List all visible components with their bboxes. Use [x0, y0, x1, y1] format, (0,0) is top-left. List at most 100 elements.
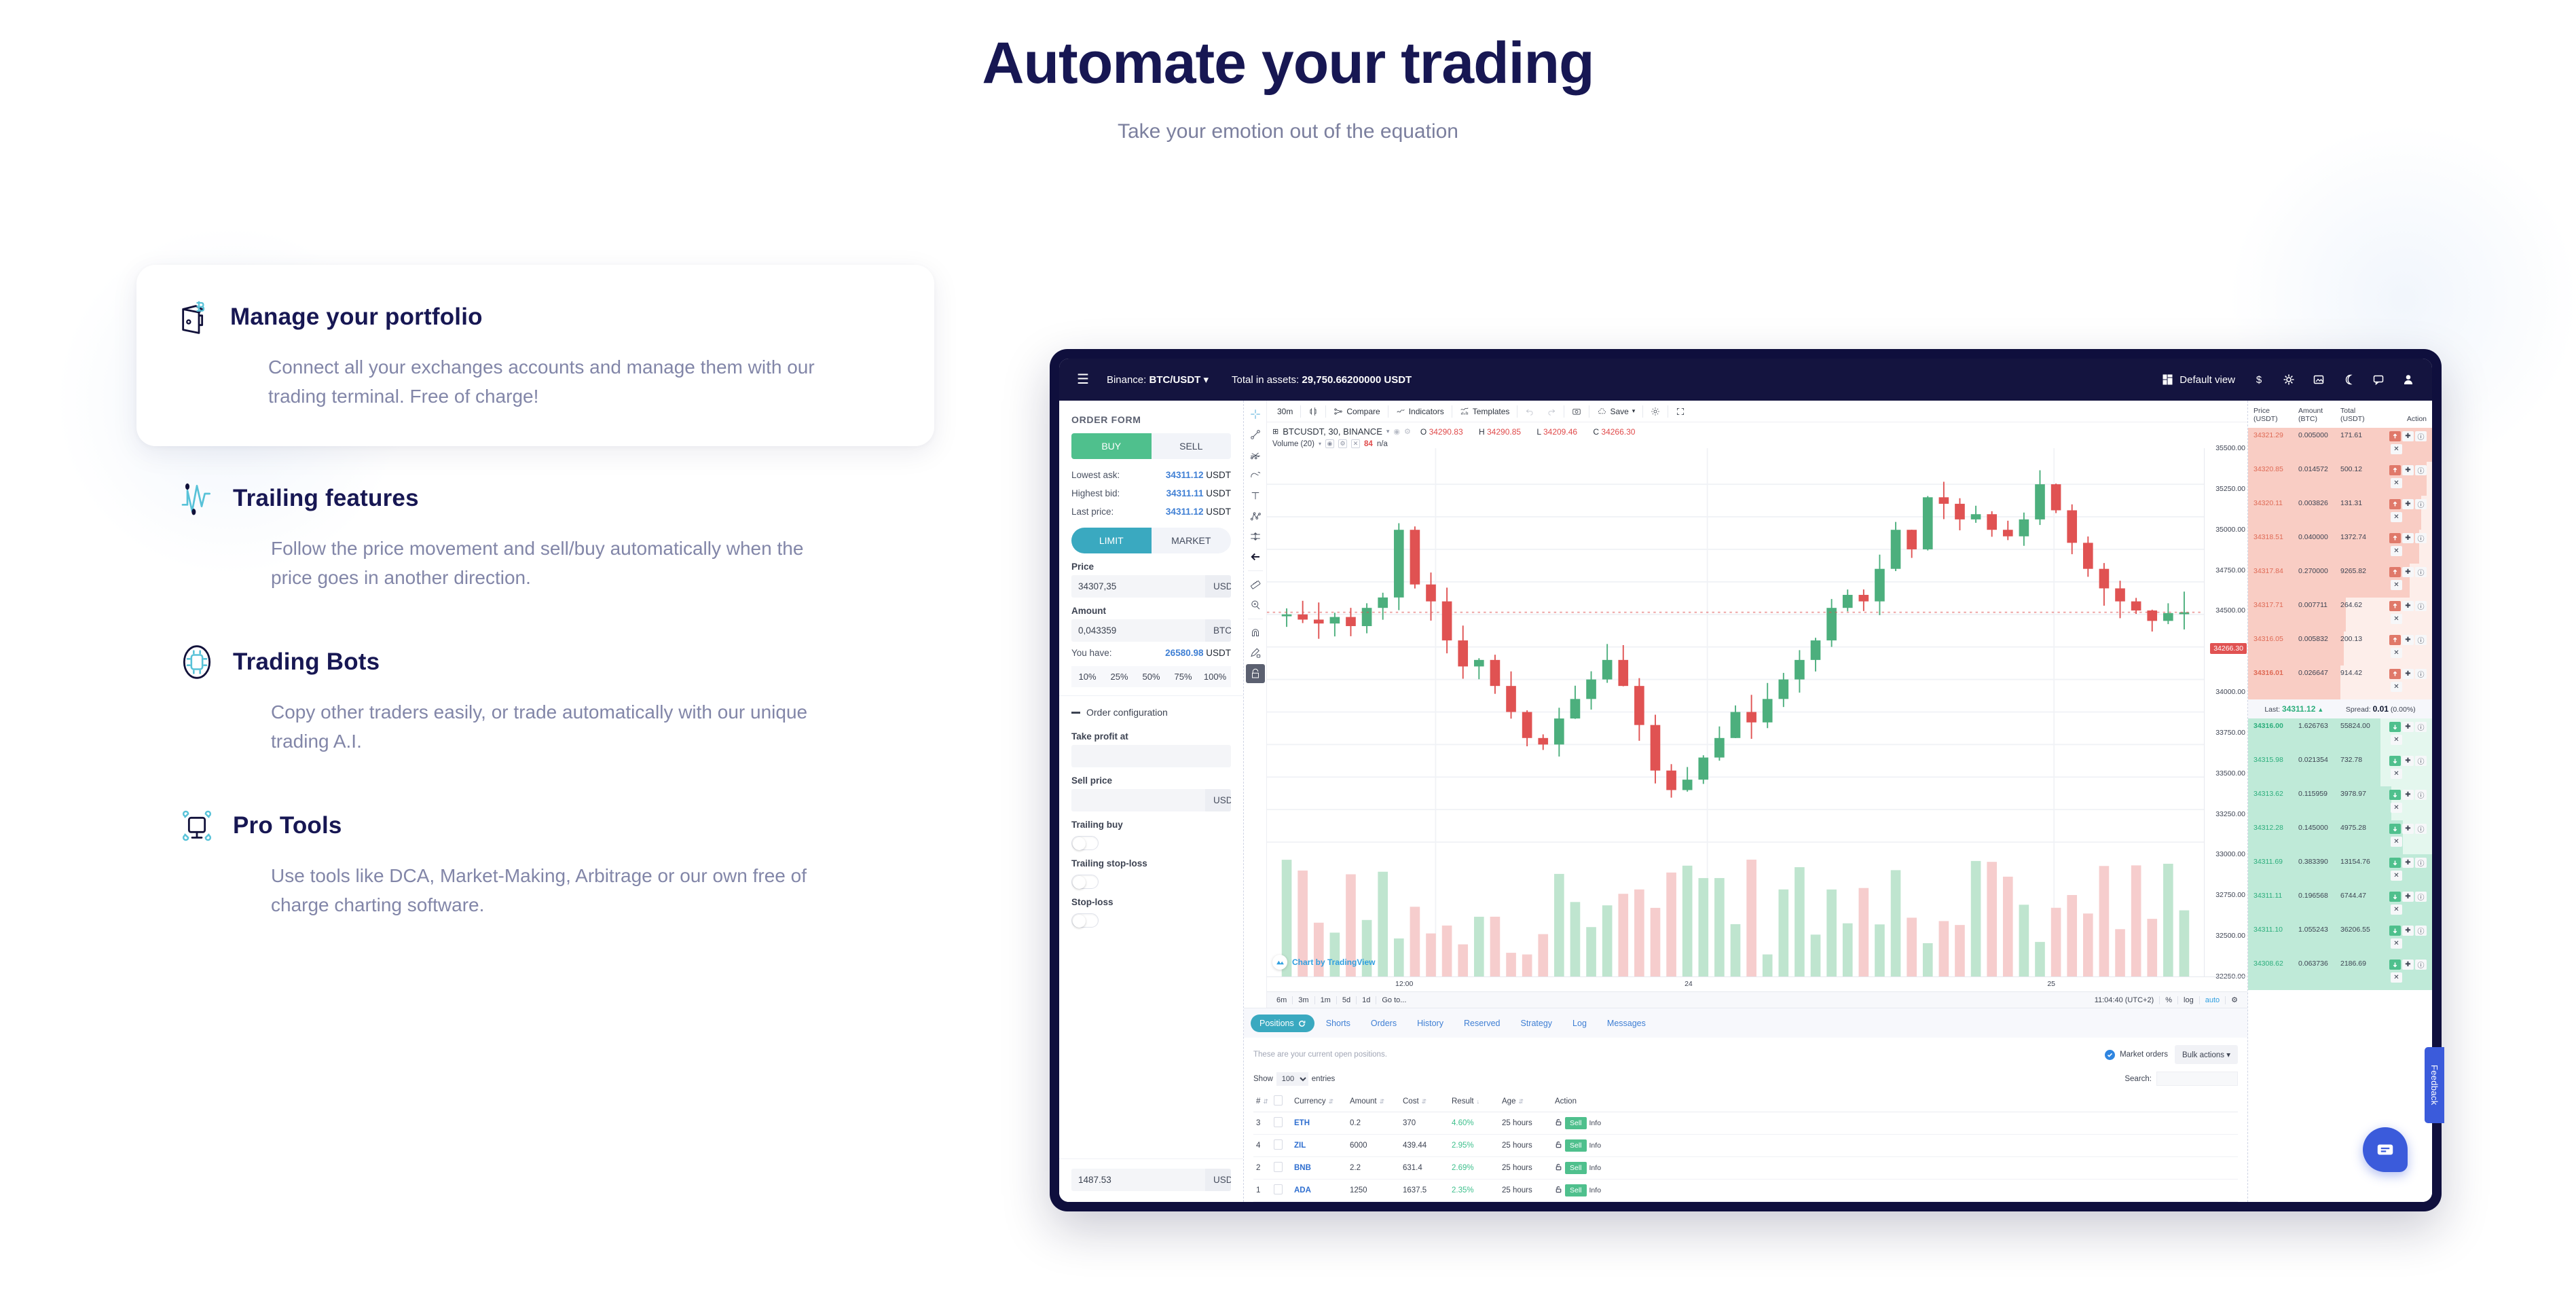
info-icon[interactable]: ⓘ [2415, 926, 2427, 936]
pencil-lock-icon[interactable] [1246, 644, 1265, 663]
tab-messages[interactable]: Messages [1598, 1015, 1655, 1032]
indicators-button[interactable]: Indicators [1390, 404, 1450, 419]
hide-drawings-icon[interactable] [1246, 664, 1265, 683]
sell-button[interactable]: Sell [1565, 1184, 1587, 1196]
sell-button[interactable]: Sell [1565, 1162, 1587, 1174]
limit-order-button[interactable]: LIMIT [1071, 528, 1152, 553]
order-book-ask-row[interactable]: 34316.050.005832200.13✚ⓘ✕ [2248, 632, 2432, 665]
arrow-down-icon[interactable] [2389, 824, 2401, 834]
percent-shortcuts[interactable]: 10% 25% 50% 75% 100% [1071, 666, 1231, 687]
order-book-ask-row[interactable]: 34317.840.2700009265.82✚ⓘ✕ [2248, 564, 2432, 598]
order-book-ask-row[interactable]: 34317.710.007711264.62✚ⓘ✕ [2248, 598, 2432, 632]
go-to-button[interactable]: Go to... [1376, 996, 1412, 1004]
move-icon[interactable]: ✚ [2402, 756, 2414, 766]
cell-select[interactable] [1271, 1112, 1291, 1135]
info-icon[interactable]: ⓘ [2415, 722, 2427, 732]
percent-25[interactable]: 25% [1103, 666, 1135, 687]
take-profit-field[interactable] [1071, 745, 1231, 767]
arrow-up-icon[interactable] [2389, 431, 2401, 441]
arrow-down-icon[interactable] [2389, 790, 2401, 800]
close-icon[interactable]: ✕ [2391, 512, 2402, 522]
amount-field[interactable]: BTC [1071, 619, 1231, 642]
unlock-icon[interactable] [1555, 1118, 1562, 1128]
move-icon[interactable]: ✚ [2402, 858, 2414, 868]
percent-75[interactable]: 75% [1167, 666, 1199, 687]
range-3m[interactable]: 3m [1293, 996, 1314, 1004]
arrow-down-icon[interactable] [2389, 926, 2401, 936]
close-icon[interactable]: ✕ [2391, 580, 2402, 590]
col-age[interactable]: Age⇵ [1499, 1091, 1552, 1112]
close-icon[interactable]: ✕ [2391, 972, 2402, 983]
move-icon[interactable]: ✚ [2402, 499, 2414, 509]
move-icon[interactable]: ✚ [2402, 669, 2414, 679]
close-icon[interactable]: ✕ [2391, 682, 2402, 692]
messages-button[interactable] [2372, 373, 2385, 386]
sell-button[interactable]: SELL [1152, 433, 1232, 459]
close-icon[interactable]: ✕ [2391, 546, 2402, 556]
col-select-all[interactable] [1271, 1091, 1291, 1112]
order-book-bid-row[interactable]: 34311.690.38339013154.76✚ⓘ✕ [2248, 854, 2432, 888]
chart-settings-icon[interactable] [1644, 404, 1666, 419]
move-icon[interactable]: ✚ [2402, 465, 2414, 475]
templates-button[interactable]: Templates [1454, 404, 1516, 419]
row-checkbox[interactable] [1274, 1117, 1283, 1127]
tab-strategy[interactable]: Strategy [1511, 1015, 1561, 1032]
price-input[interactable] [1071, 575, 1205, 598]
order-book-bid-row[interactable]: 34315.980.021354732.78✚ⓘ✕ [2248, 752, 2432, 786]
buy-sell-toggle[interactable]: BUY SELL [1071, 433, 1231, 459]
arrow-up-icon[interactable] [2389, 499, 2401, 509]
move-icon[interactable]: ✚ [2402, 790, 2414, 800]
sell-price-input[interactable] [1071, 789, 1205, 811]
cell-select[interactable] [1271, 1157, 1291, 1180]
move-icon[interactable]: ✚ [2402, 892, 2414, 902]
arrow-up-icon[interactable] [2389, 601, 2401, 611]
info-icon[interactable]: ⓘ [2415, 824, 2427, 834]
info-icon[interactable]: ⓘ [2415, 892, 2427, 902]
move-icon[interactable]: ✚ [2402, 722, 2414, 732]
col-amount[interactable]: Amount⇵ [1347, 1091, 1400, 1112]
tab-positions[interactable]: Positions [1251, 1015, 1314, 1032]
screenshot-button[interactable] [2313, 373, 2325, 386]
scale-settings-icon[interactable]: ⚙ [2226, 995, 2243, 1004]
info-button[interactable]: Info [1589, 1141, 1602, 1150]
tab-reserved[interactable]: Reserved [1455, 1015, 1509, 1032]
trailing-stop-loss-toggle[interactable] [1071, 875, 1099, 889]
legend-settings-icon[interactable]: ⚙ [1404, 427, 1411, 436]
close-icon[interactable]: ✕ [2391, 769, 2402, 779]
cell-currency[interactable]: ETH [1291, 1112, 1347, 1135]
order-book-bid-row[interactable]: 34311.110.1965686744.47✚ⓘ✕ [2248, 888, 2432, 922]
entries-select[interactable]: 100 [1276, 1072, 1308, 1086]
range-6m[interactable]: 6m [1271, 996, 1292, 1004]
close-icon[interactable]: ✕ [2391, 478, 2402, 488]
info-icon[interactable]: ⓘ [2415, 790, 2427, 800]
arrow-up-icon[interactable] [2389, 669, 2401, 679]
patterns-icon[interactable] [1246, 507, 1265, 526]
percent-100[interactable]: 100% [1199, 666, 1231, 687]
total-input[interactable] [1071, 1169, 1205, 1191]
volume-close-icon[interactable]: ✕ [1351, 439, 1360, 448]
row-checkbox[interactable] [1274, 1162, 1283, 1172]
sell-price-field[interactable]: USDT [1071, 789, 1231, 811]
default-view-button[interactable]: Default view [2162, 373, 2235, 386]
compare-button[interactable]: Compare [1327, 404, 1386, 419]
order-book-ask-row[interactable]: 34320.850.014572500.12✚ⓘ✕ [2248, 462, 2432, 496]
interval-button[interactable]: 30m [1271, 404, 1299, 419]
tab-shorts[interactable]: Shorts [1317, 1015, 1359, 1032]
save-button[interactable]: Save ▾ [1591, 404, 1641, 419]
order-book-ask-row[interactable]: 34320.110.003826131.31✚ⓘ✕ [2248, 496, 2432, 530]
close-icon[interactable]: ✕ [2391, 837, 2402, 847]
account-button[interactable] [2402, 373, 2414, 386]
close-icon[interactable]: ✕ [2391, 444, 2402, 454]
col-currency[interactable]: Currency⇵ [1291, 1091, 1347, 1112]
close-icon[interactable]: ✕ [2391, 938, 2402, 949]
unlock-icon[interactable] [1555, 1186, 1562, 1195]
info-icon[interactable]: ⓘ [2415, 960, 2427, 970]
crosshair-icon[interactable] [1246, 405, 1265, 424]
fullscreen-icon[interactable] [1670, 404, 1691, 419]
info-icon[interactable]: ⓘ [2415, 756, 2427, 766]
text-icon[interactable] [1246, 486, 1265, 505]
col-num[interactable]: #⇵ [1253, 1091, 1271, 1112]
select-all-checkbox[interactable] [1274, 1095, 1283, 1106]
trend-line-icon[interactable] [1246, 425, 1265, 444]
log-scale-button[interactable]: log [2178, 996, 2199, 1004]
